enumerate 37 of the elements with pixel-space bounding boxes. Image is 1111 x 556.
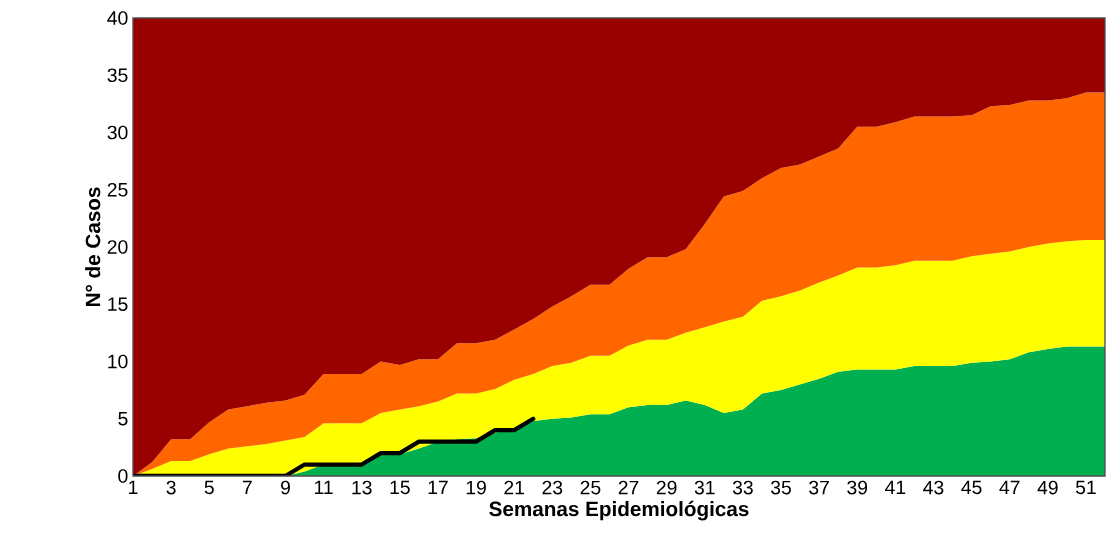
y-axis-title: N° de Casos — [85, 187, 101, 307]
y-tick-label: 0 — [118, 469, 128, 483]
x-tick-label: 5 — [204, 480, 214, 495]
y-tick-label: 10 — [108, 354, 128, 369]
y-tick-label: 20 — [107, 240, 128, 254]
x-tick-label: 37 — [809, 480, 829, 495]
x-tick-label: 35 — [770, 480, 791, 495]
x-tick-label: 25 — [580, 480, 601, 495]
x-tick-label: 21 — [504, 480, 524, 495]
x-tick-label: 19 — [466, 480, 486, 495]
x-tick-label: 45 — [961, 480, 982, 495]
x-tick-label: 49 — [1037, 480, 1058, 495]
x-tick-label: 47 — [999, 480, 1020, 494]
x-tick-label: 13 — [352, 480, 372, 495]
y-tick-label: 15 — [108, 297, 128, 311]
x-axis-title: Semanas Epidemiológicas — [489, 500, 749, 521]
x-tick-label: 1 — [129, 480, 138, 494]
x-tick-label: 11 — [315, 480, 333, 494]
x-tick-label: 51 — [1075, 480, 1096, 495]
x-tick-label: 23 — [542, 480, 563, 495]
x-tick-label: 15 — [390, 480, 410, 495]
x-tick-label: 41 — [885, 480, 906, 494]
x-tick-label: 29 — [656, 480, 677, 495]
y-tick-label: 25 — [107, 182, 128, 197]
y-tick-label: 40 — [107, 11, 128, 25]
x-tick-label: 43 — [923, 480, 944, 495]
x-tick-label: 17 — [428, 480, 448, 494]
x-tick-label: 31 — [694, 480, 715, 495]
x-tick-label: 39 — [847, 480, 868, 495]
y-tick-label: 30 — [107, 125, 128, 140]
x-tick-label: 7 — [242, 480, 252, 494]
y-tick-label: 35 — [107, 68, 128, 83]
x-tick-label: 27 — [618, 480, 639, 495]
x-tick-label: 3 — [166, 480, 176, 495]
x-tick-label: 33 — [732, 480, 753, 495]
x-tick-label: 9 — [281, 480, 290, 495]
y-tick-label: 5 — [118, 411, 128, 426]
